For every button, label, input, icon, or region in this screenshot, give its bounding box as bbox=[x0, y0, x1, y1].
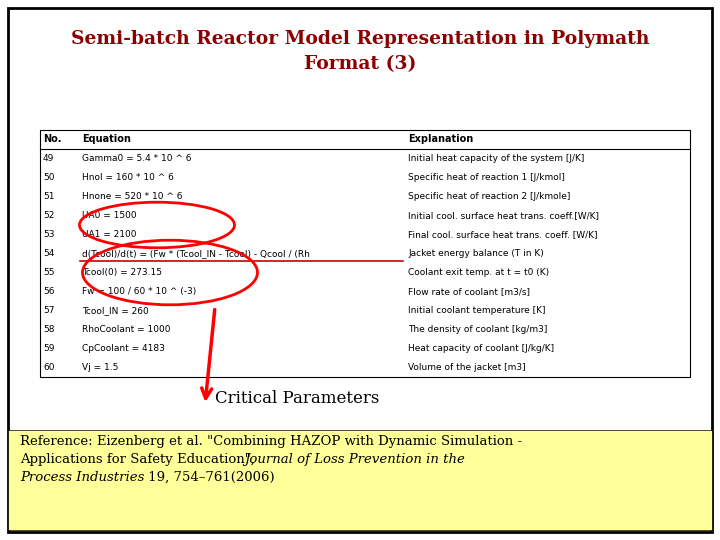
Text: 19, 754–761(2006): 19, 754–761(2006) bbox=[144, 471, 274, 484]
Text: No.: No. bbox=[43, 134, 61, 145]
Text: Reference: Eizenberg et al. "Combining HAZOP with Dynamic Simulation -: Reference: Eizenberg et al. "Combining H… bbox=[20, 435, 522, 448]
Text: 57: 57 bbox=[43, 306, 55, 315]
Text: Applications for Safety Education",: Applications for Safety Education", bbox=[20, 453, 259, 466]
Text: Format (3): Format (3) bbox=[304, 55, 416, 73]
Text: Fw = 100 / 60 * 10 ^ (-3): Fw = 100 / 60 * 10 ^ (-3) bbox=[82, 287, 197, 296]
Text: CpCoolant = 4183: CpCoolant = 4183 bbox=[82, 344, 165, 353]
Text: 54: 54 bbox=[43, 249, 55, 258]
Text: Semi-batch Reactor Model Representation in Polymath: Semi-batch Reactor Model Representation … bbox=[71, 30, 649, 48]
Text: Heat capacity of coolant [J/kg/K]: Heat capacity of coolant [J/kg/K] bbox=[408, 344, 554, 353]
Text: Coolant exit temp. at t = t0 (K): Coolant exit temp. at t = t0 (K) bbox=[408, 268, 549, 277]
Text: Process Industries: Process Industries bbox=[20, 471, 145, 484]
Text: Initial heat capacity of the system [J/K]: Initial heat capacity of the system [J/K… bbox=[408, 154, 585, 163]
Text: Explanation: Explanation bbox=[408, 134, 473, 145]
Text: Volume of the jacket [m3]: Volume of the jacket [m3] bbox=[408, 363, 526, 372]
Text: Specific heat of reaction 2 [J/kmole]: Specific heat of reaction 2 [J/kmole] bbox=[408, 192, 570, 201]
Text: Tcool(0) = 273.15: Tcool(0) = 273.15 bbox=[82, 268, 162, 277]
Text: 49: 49 bbox=[43, 154, 55, 163]
Text: Flow rate of coolant [m3/s]: Flow rate of coolant [m3/s] bbox=[408, 287, 530, 296]
Text: 52: 52 bbox=[43, 211, 55, 220]
Text: 51: 51 bbox=[43, 192, 55, 201]
Text: Equation: Equation bbox=[82, 134, 131, 145]
Bar bbox=[40, 130, 690, 377]
Text: 53: 53 bbox=[43, 230, 55, 239]
Text: Critical Parameters: Critical Parameters bbox=[215, 390, 379, 407]
Text: Initial coolant temperature [K]: Initial coolant temperature [K] bbox=[408, 306, 546, 315]
Text: Initial cool. surface heat trans. coeff.[W/K]: Initial cool. surface heat trans. coeff.… bbox=[408, 211, 599, 220]
Text: 58: 58 bbox=[43, 325, 55, 334]
Text: Final cool. surface heat trans. coeff. [W/K]: Final cool. surface heat trans. coeff. [… bbox=[408, 230, 598, 239]
Text: Hnol = 160 * 10 ^ 6: Hnol = 160 * 10 ^ 6 bbox=[82, 173, 174, 182]
Bar bbox=[8, 430, 712, 530]
Text: d(Tcool)/d(t) = (Fw * (Tcool_IN - Tcool) - Qcool / (Rh: d(Tcool)/d(t) = (Fw * (Tcool_IN - Tcool)… bbox=[82, 249, 310, 258]
Text: Journal of Loss Prevention in the: Journal of Loss Prevention in the bbox=[244, 453, 465, 466]
Text: 50: 50 bbox=[43, 173, 55, 182]
Text: Gamma0 = 5.4 * 10 ^ 6: Gamma0 = 5.4 * 10 ^ 6 bbox=[82, 154, 192, 163]
Text: Hnone = 520 * 10 ^ 6: Hnone = 520 * 10 ^ 6 bbox=[82, 192, 182, 201]
Text: UA0 = 1500: UA0 = 1500 bbox=[82, 211, 137, 220]
Text: Tcool_IN = 260: Tcool_IN = 260 bbox=[82, 306, 149, 315]
Text: 59: 59 bbox=[43, 344, 55, 353]
Text: 55: 55 bbox=[43, 268, 55, 277]
Text: 60: 60 bbox=[43, 363, 55, 372]
Text: RhoCoolant = 1000: RhoCoolant = 1000 bbox=[82, 325, 171, 334]
Text: Specific heat of reaction 1 [J/kmol]: Specific heat of reaction 1 [J/kmol] bbox=[408, 173, 565, 182]
Text: 56: 56 bbox=[43, 287, 55, 296]
Text: Jacket energy balance (T in K): Jacket energy balance (T in K) bbox=[408, 249, 544, 258]
Text: The density of coolant [kg/m3]: The density of coolant [kg/m3] bbox=[408, 325, 547, 334]
Text: UA1 = 2100: UA1 = 2100 bbox=[82, 230, 137, 239]
Text: Vj = 1.5: Vj = 1.5 bbox=[82, 363, 118, 372]
